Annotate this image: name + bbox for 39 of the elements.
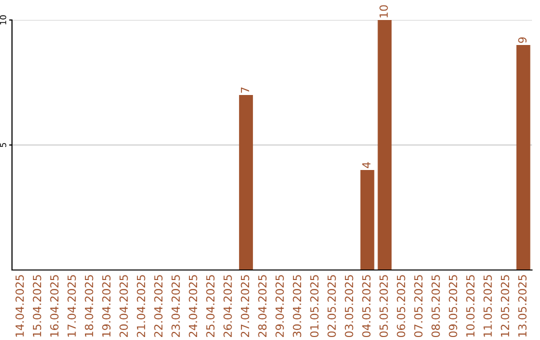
x-tick-label: 09.05.2025 — [448, 275, 458, 338]
x-tick-label: 15.04.2025 — [32, 275, 42, 337]
x-tick-label: 03.05.2025 — [344, 275, 354, 338]
x-tick-label: 24.04.2025 — [188, 275, 198, 337]
x-tick-label: 04.05.2025 — [362, 275, 371, 338]
x-tick-label: 01.05.2025 — [310, 275, 319, 338]
x-tick-label: 08.05.2025 — [431, 275, 440, 338]
x-tick-label: 02.05.2025 — [327, 275, 336, 338]
x-tick-label: 30.04.2025 — [292, 275, 302, 337]
x-tick-label: 16.04.2025 — [50, 275, 59, 337]
bar — [360, 170, 374, 270]
x-tick-label: 12.05.2025 — [500, 275, 510, 337]
x-tick-label: 20.04.2025 — [119, 275, 128, 337]
data-label: 4 — [362, 162, 370, 168]
data-label: 9 — [518, 37, 527, 43]
x-tick-label: 13.05.2025 — [518, 275, 527, 337]
x-tick-label: 21.04.2025 — [136, 275, 146, 337]
x-tick-label: 27.04.2025 — [240, 275, 250, 337]
x-tick-label: 10.05.2025 — [466, 275, 475, 337]
x-tick-label: 18.04.2025 — [84, 275, 94, 337]
x-tick-label: 19.04.2025 — [102, 275, 111, 337]
x-tick-label: 29.04.2025 — [275, 275, 284, 337]
x-tick-label: 28.04.2025 — [258, 275, 267, 337]
y-tick-label: 5 — [0, 143, 6, 148]
bar — [239, 95, 253, 270]
bar — [516, 45, 530, 270]
x-tick-label: 25.04.2025 — [206, 275, 215, 337]
x-tick-label: 14.04.2025 — [15, 275, 24, 337]
x-tick-label: 11.05.2025 — [483, 275, 492, 337]
x-tick-label: 17.04.2025 — [67, 275, 76, 337]
x-tick-label: 06.05.2025 — [396, 275, 406, 338]
x-tick-label: 26.04.2025 — [223, 275, 232, 337]
x-tick-label: 23.04.2025 — [171, 275, 180, 337]
x-tick-label: 07.05.2025 — [414, 275, 423, 338]
x-tick-label: 22.04.2025 — [154, 275, 163, 337]
data-label: 10 — [379, 5, 388, 18]
x-tick-label: 05.05.2025 — [379, 275, 388, 338]
data-label: 7 — [240, 87, 250, 93]
bar — [378, 20, 392, 270]
